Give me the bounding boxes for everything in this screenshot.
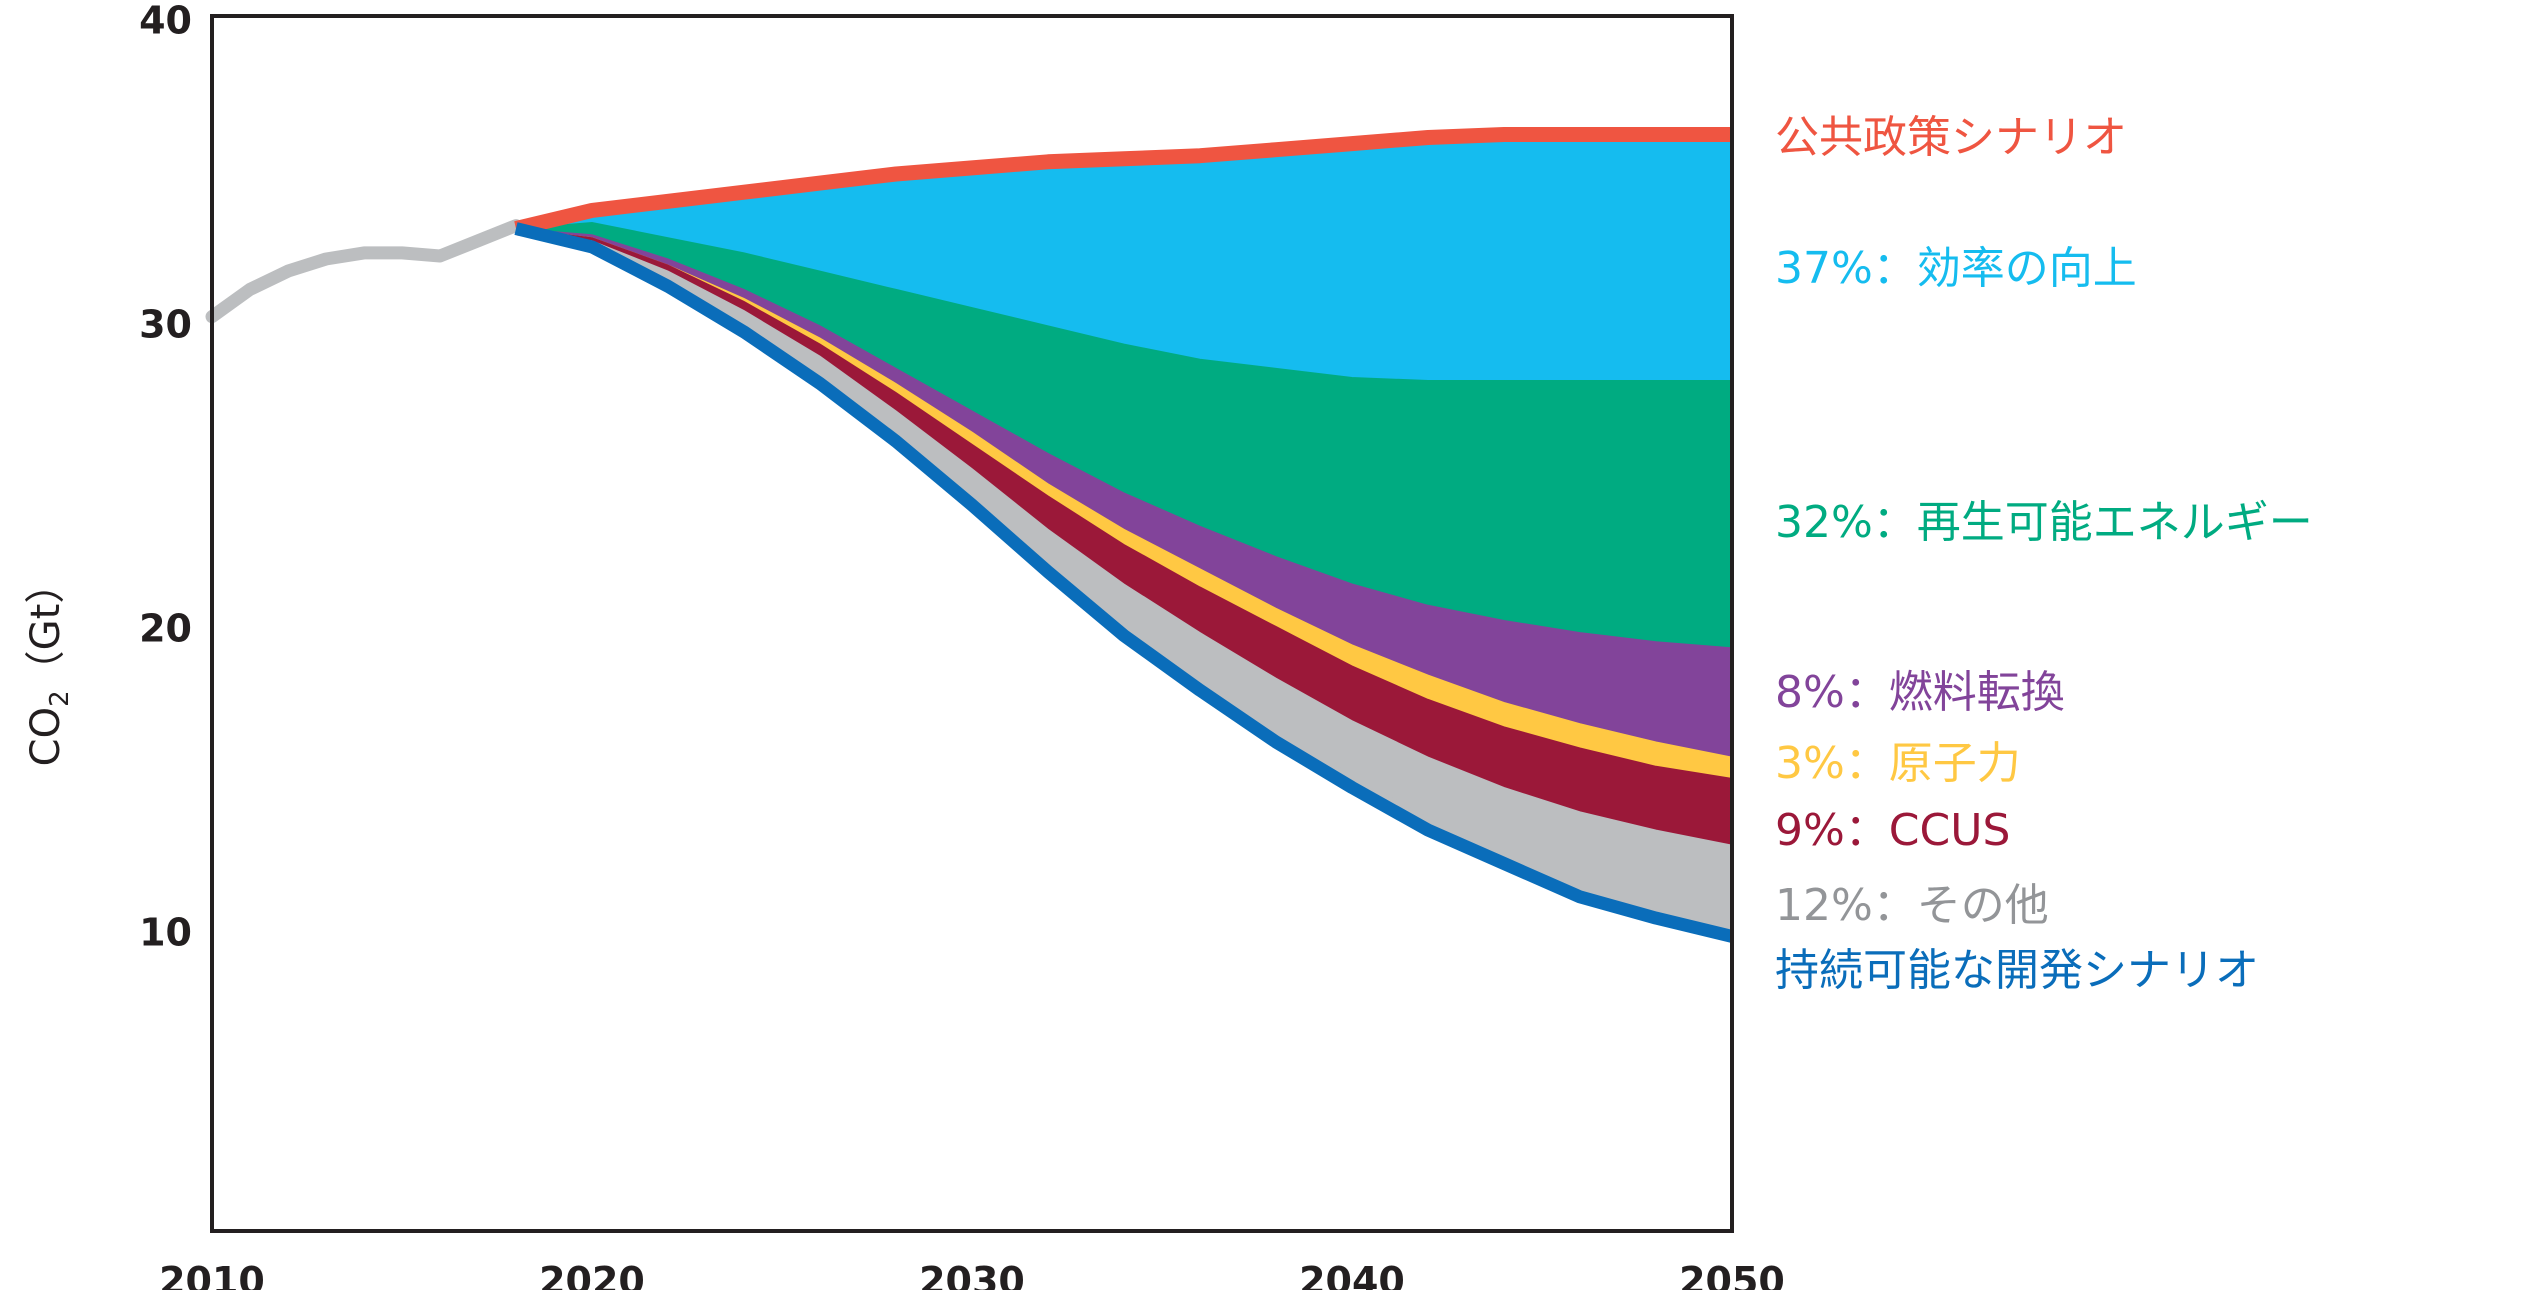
x-tick-label: 2050 xyxy=(1679,1259,1785,1290)
history-line xyxy=(205,219,523,324)
y-axis-ticks: 10 20 30 40 xyxy=(139,0,192,955)
legend-label-efficiency: 37%：効率の向上 xyxy=(1775,243,2137,294)
scenario-lines xyxy=(205,127,1734,943)
wedge-areas xyxy=(515,134,1733,938)
legend-label-fuel-switch: 8%：燃料転換 xyxy=(1775,667,2065,718)
x-tick-label: 2030 xyxy=(919,1259,1025,1290)
y-tick-label: 30 xyxy=(139,303,192,347)
x-tick-label: 2020 xyxy=(539,1259,645,1290)
plot-frame xyxy=(210,14,1734,1233)
y-tick-label: 10 xyxy=(139,911,192,955)
legend-label-ccus: 9%：CCUS xyxy=(1775,805,2010,856)
legend-label-renewables: 32%：再生可能エネルギー xyxy=(1775,497,2313,548)
x-axis-ticks: 2010 2020 2030 2040 2050 xyxy=(159,1259,1785,1290)
legend-label-nuclear: 3%：原子力 xyxy=(1775,738,2021,789)
legend-label-sustainable: 持続可能な開発シナリオ xyxy=(1775,945,2259,996)
stated-policies-line xyxy=(514,127,1732,236)
y-tick-label: 20 xyxy=(139,607,192,651)
y-tick-label: 40 xyxy=(139,0,192,43)
x-tick-label: 2040 xyxy=(1299,1259,1405,1290)
legend-label-stated-policies: 公共政策シナリオ xyxy=(1775,112,2127,163)
sustainable-development-line xyxy=(514,222,1734,943)
legend-label-other: 12%：その他 xyxy=(1775,880,2049,931)
legend: 公共政策シナリオ 37%：効率の向上 32%：再生可能エネルギー 8%：燃料転換… xyxy=(1775,112,2313,996)
x-tick-label: 2010 xyxy=(159,1259,265,1290)
y-axis-label: CO2（Gt） xyxy=(23,564,75,767)
